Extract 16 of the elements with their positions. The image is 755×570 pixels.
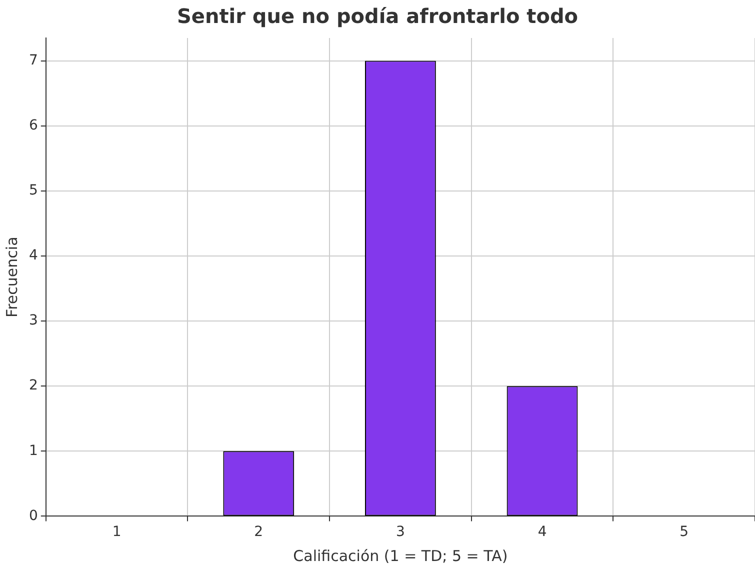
y-tick-label: 0: [28, 508, 38, 524]
y-tick-label: 2: [28, 378, 38, 394]
y-tick-label: 6: [28, 117, 38, 134]
x-tick-label: 4: [538, 524, 547, 540]
x-axis-title: Calificación (1 = TD; 5 = TA): [293, 546, 508, 565]
x-tick-label: 1: [112, 524, 122, 540]
x-tick-label: 2: [254, 524, 264, 540]
y-tick-label: 3: [28, 312, 38, 329]
y-tick-label: 7: [28, 52, 38, 68]
y-tick-label: 1: [28, 442, 38, 459]
x-tick-label: 3: [396, 524, 405, 540]
y-tick-label: 5: [28, 182, 38, 199]
y-axis-title: Frecuencia: [2, 236, 21, 318]
x-tick-label: 5: [680, 524, 689, 540]
chart-title: Sentir que no podía afrontarlo todo: [176, 4, 578, 28]
y-tick-label: 4: [28, 248, 38, 264]
